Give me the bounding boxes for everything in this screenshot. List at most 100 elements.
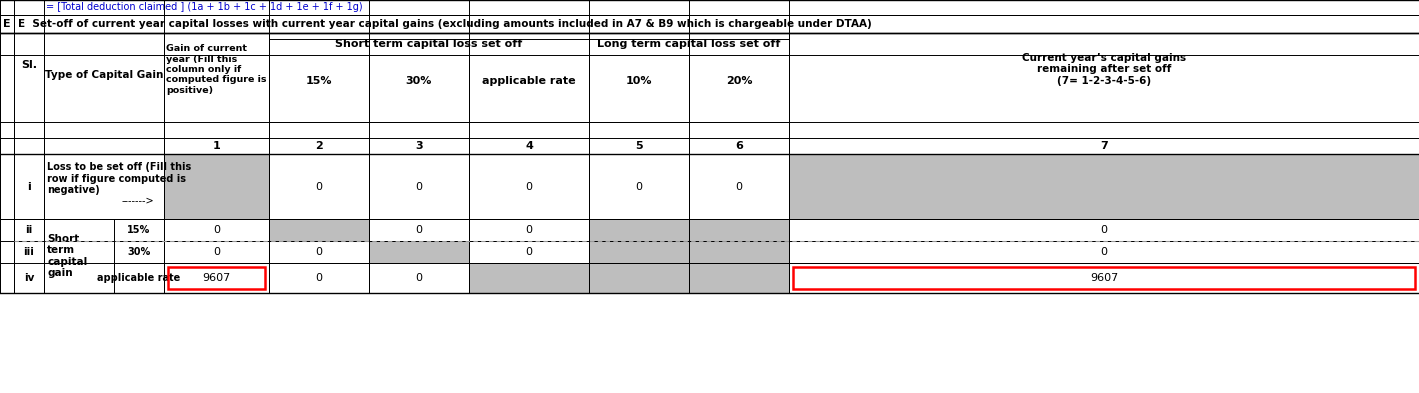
Bar bbox=[14, 138, 44, 154]
Bar bbox=[369, 154, 470, 219]
Bar bbox=[44, 138, 165, 154]
Bar bbox=[690, 241, 789, 263]
Text: 2: 2 bbox=[315, 141, 324, 151]
Bar bbox=[789, 241, 1419, 263]
Text: 0: 0 bbox=[213, 247, 220, 257]
Bar bbox=[44, 154, 165, 219]
Text: 0: 0 bbox=[525, 247, 532, 257]
Bar bbox=[0, 33, 14, 154]
Text: 20%: 20% bbox=[725, 75, 752, 86]
Text: i: i bbox=[27, 182, 31, 191]
Bar bbox=[270, 241, 369, 263]
Bar bbox=[165, 154, 270, 219]
Bar bbox=[14, 154, 44, 219]
Bar bbox=[589, 263, 690, 293]
Text: 3: 3 bbox=[416, 141, 423, 151]
Bar bbox=[789, 263, 1419, 293]
Bar bbox=[270, 263, 369, 293]
Text: 0: 0 bbox=[525, 182, 532, 191]
Text: 10%: 10% bbox=[626, 75, 653, 86]
Bar bbox=[165, 241, 270, 263]
Bar bbox=[589, 138, 690, 154]
Text: Gain of current
year (Fill this
column only if
computed figure is
positive): Gain of current year (Fill this column o… bbox=[166, 44, 267, 95]
Text: applicable rate: applicable rate bbox=[482, 75, 576, 86]
Text: 30%: 30% bbox=[406, 75, 433, 86]
Bar bbox=[470, 39, 589, 122]
Text: 0: 0 bbox=[525, 225, 532, 235]
Bar bbox=[114, 263, 165, 293]
Bar bbox=[470, 263, 589, 293]
Bar bbox=[369, 263, 470, 293]
Text: applicable rate: applicable rate bbox=[98, 273, 180, 283]
Bar bbox=[369, 39, 470, 122]
Bar bbox=[0, 138, 14, 154]
Bar bbox=[690, 154, 789, 219]
Text: 0: 0 bbox=[315, 182, 322, 191]
Bar bbox=[789, 138, 1419, 154]
Bar bbox=[789, 154, 1419, 219]
Bar bbox=[114, 241, 165, 263]
Text: 0: 0 bbox=[315, 247, 322, 257]
Bar bbox=[14, 219, 44, 293]
Text: iii: iii bbox=[24, 247, 34, 257]
Text: 9607: 9607 bbox=[203, 273, 231, 283]
Text: Long term capital loss set off: Long term capital loss set off bbox=[597, 39, 780, 49]
Bar bbox=[470, 219, 589, 241]
Bar bbox=[589, 39, 690, 122]
Bar bbox=[589, 241, 690, 263]
Bar bbox=[793, 267, 1415, 289]
Text: iv: iv bbox=[24, 273, 34, 283]
Bar bbox=[270, 154, 369, 219]
Text: 7: 7 bbox=[1100, 141, 1108, 151]
Bar bbox=[690, 39, 789, 122]
Text: 6: 6 bbox=[735, 141, 744, 151]
Text: ------->: -------> bbox=[122, 195, 155, 206]
Bar bbox=[44, 33, 165, 154]
Text: 0: 0 bbox=[1101, 247, 1107, 257]
Text: 30%: 30% bbox=[128, 247, 150, 257]
Bar bbox=[270, 219, 369, 241]
Text: Loss to be set off (Fill this
row if figure computed is
negative): Loss to be set off (Fill this row if fig… bbox=[47, 162, 192, 195]
Text: 0: 0 bbox=[416, 225, 423, 235]
Text: Short
term
capital
gain: Short term capital gain bbox=[47, 233, 87, 278]
Bar bbox=[470, 154, 589, 219]
Text: 0: 0 bbox=[213, 225, 220, 235]
Bar bbox=[470, 138, 589, 154]
Text: 15%: 15% bbox=[128, 225, 150, 235]
Text: 0: 0 bbox=[416, 273, 423, 283]
Bar bbox=[369, 241, 470, 263]
Text: Type of Capital Gain: Type of Capital Gain bbox=[45, 70, 163, 79]
Text: 0: 0 bbox=[735, 182, 742, 191]
Bar bbox=[0, 15, 14, 33]
Bar bbox=[167, 267, 265, 289]
Bar bbox=[165, 138, 270, 154]
Text: 0: 0 bbox=[416, 182, 423, 191]
Bar bbox=[14, 33, 44, 154]
Text: 0: 0 bbox=[1101, 225, 1107, 235]
Text: 1: 1 bbox=[213, 141, 220, 151]
Text: E: E bbox=[3, 19, 11, 29]
Text: = [Total deduction claimed ] (1a + 1b + 1c + 1d + 1e + 1f + 1g): = [Total deduction claimed ] (1a + 1b + … bbox=[45, 2, 363, 13]
Bar bbox=[114, 219, 165, 241]
Text: 0: 0 bbox=[315, 273, 322, 283]
Text: 9607: 9607 bbox=[1090, 273, 1118, 283]
Bar bbox=[165, 33, 270, 154]
Text: 0: 0 bbox=[636, 182, 643, 191]
Bar bbox=[789, 219, 1419, 241]
Bar bbox=[589, 219, 690, 241]
Bar bbox=[369, 138, 470, 154]
Text: Short term capital loss set off: Short term capital loss set off bbox=[335, 39, 522, 49]
Bar bbox=[690, 219, 789, 241]
Bar bbox=[0, 15, 1419, 33]
Bar bbox=[690, 263, 789, 293]
Bar bbox=[165, 263, 270, 293]
Bar bbox=[0, 154, 14, 219]
Bar bbox=[270, 39, 369, 122]
Bar bbox=[0, 0, 1419, 15]
Bar bbox=[789, 33, 1419, 154]
Bar bbox=[690, 138, 789, 154]
Bar bbox=[0, 33, 1419, 154]
Text: E  Set-off of current year capital losses with current year capital gains (exclu: E Set-off of current year capital losses… bbox=[18, 19, 871, 29]
Bar bbox=[369, 219, 470, 241]
Text: 4: 4 bbox=[525, 141, 534, 151]
